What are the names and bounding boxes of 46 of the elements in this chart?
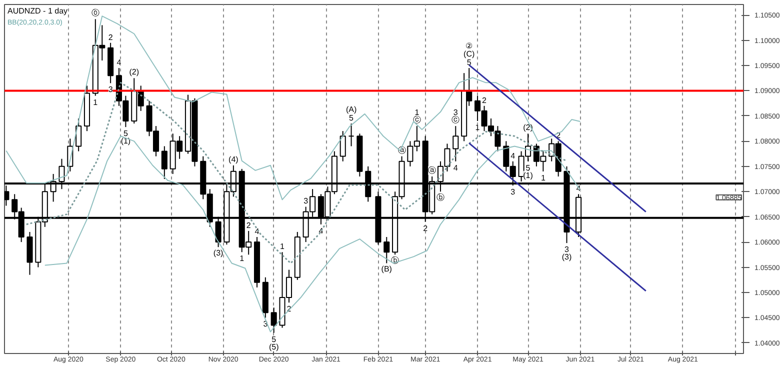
annotation: 1 bbox=[540, 173, 546, 182]
annotation: (C) bbox=[464, 50, 475, 59]
annotation: 5 bbox=[466, 58, 472, 68]
annotation: ⓒ bbox=[412, 116, 421, 125]
annotation: 3 bbox=[510, 188, 516, 197]
candlestick bbox=[161, 146, 168, 180]
annotation: 5 bbox=[123, 129, 128, 138]
annotation: 1 bbox=[475, 123, 480, 132]
annotation: (1) bbox=[523, 170, 534, 180]
chart-title: AUDNZD - 1 day bbox=[8, 6, 68, 16]
annotation: 2 bbox=[286, 304, 292, 314]
annotation: 3 bbox=[304, 196, 309, 206]
candlestick bbox=[384, 236, 390, 264]
annotation: 5 bbox=[349, 114, 354, 123]
annotation: (4) bbox=[228, 154, 239, 164]
annotation: ⓑ bbox=[436, 193, 444, 202]
annotation: (5) bbox=[268, 342, 280, 352]
annotation: ② bbox=[466, 42, 473, 51]
annotation: 2 bbox=[108, 32, 114, 42]
annotation: (A) bbox=[346, 105, 357, 114]
annotation: 4 bbox=[453, 163, 458, 172]
candlestick bbox=[340, 130, 346, 162]
annotation: 1 bbox=[280, 242, 286, 252]
annotation: ⓐ bbox=[428, 166, 436, 175]
annotation: 5 bbox=[526, 163, 531, 172]
candlestick bbox=[270, 307, 277, 334]
candlestick bbox=[76, 118, 82, 152]
annotation: (3) bbox=[562, 252, 572, 262]
annotation: 4 bbox=[116, 58, 122, 68]
annotation: 1 bbox=[240, 254, 245, 264]
annotation: 2 bbox=[423, 224, 428, 233]
annotation: (2) bbox=[523, 123, 534, 132]
annotation: 3 bbox=[108, 85, 114, 94]
annotation: 1 bbox=[93, 98, 98, 107]
candlestick bbox=[452, 126, 459, 162]
annotation: 2 bbox=[482, 96, 488, 105]
annotation: (3) bbox=[213, 248, 224, 258]
annotation: 5 bbox=[272, 334, 277, 344]
annotation: (2) bbox=[129, 68, 140, 77]
annotation: 3 bbox=[564, 245, 570, 254]
annotation: ⓒ bbox=[452, 116, 460, 125]
annotation: (B) bbox=[381, 264, 392, 274]
annotation: 4 bbox=[510, 151, 516, 160]
annotation: 2 bbox=[246, 220, 252, 230]
candlestick bbox=[348, 123, 354, 147]
annotation: ⓪ bbox=[91, 8, 100, 18]
